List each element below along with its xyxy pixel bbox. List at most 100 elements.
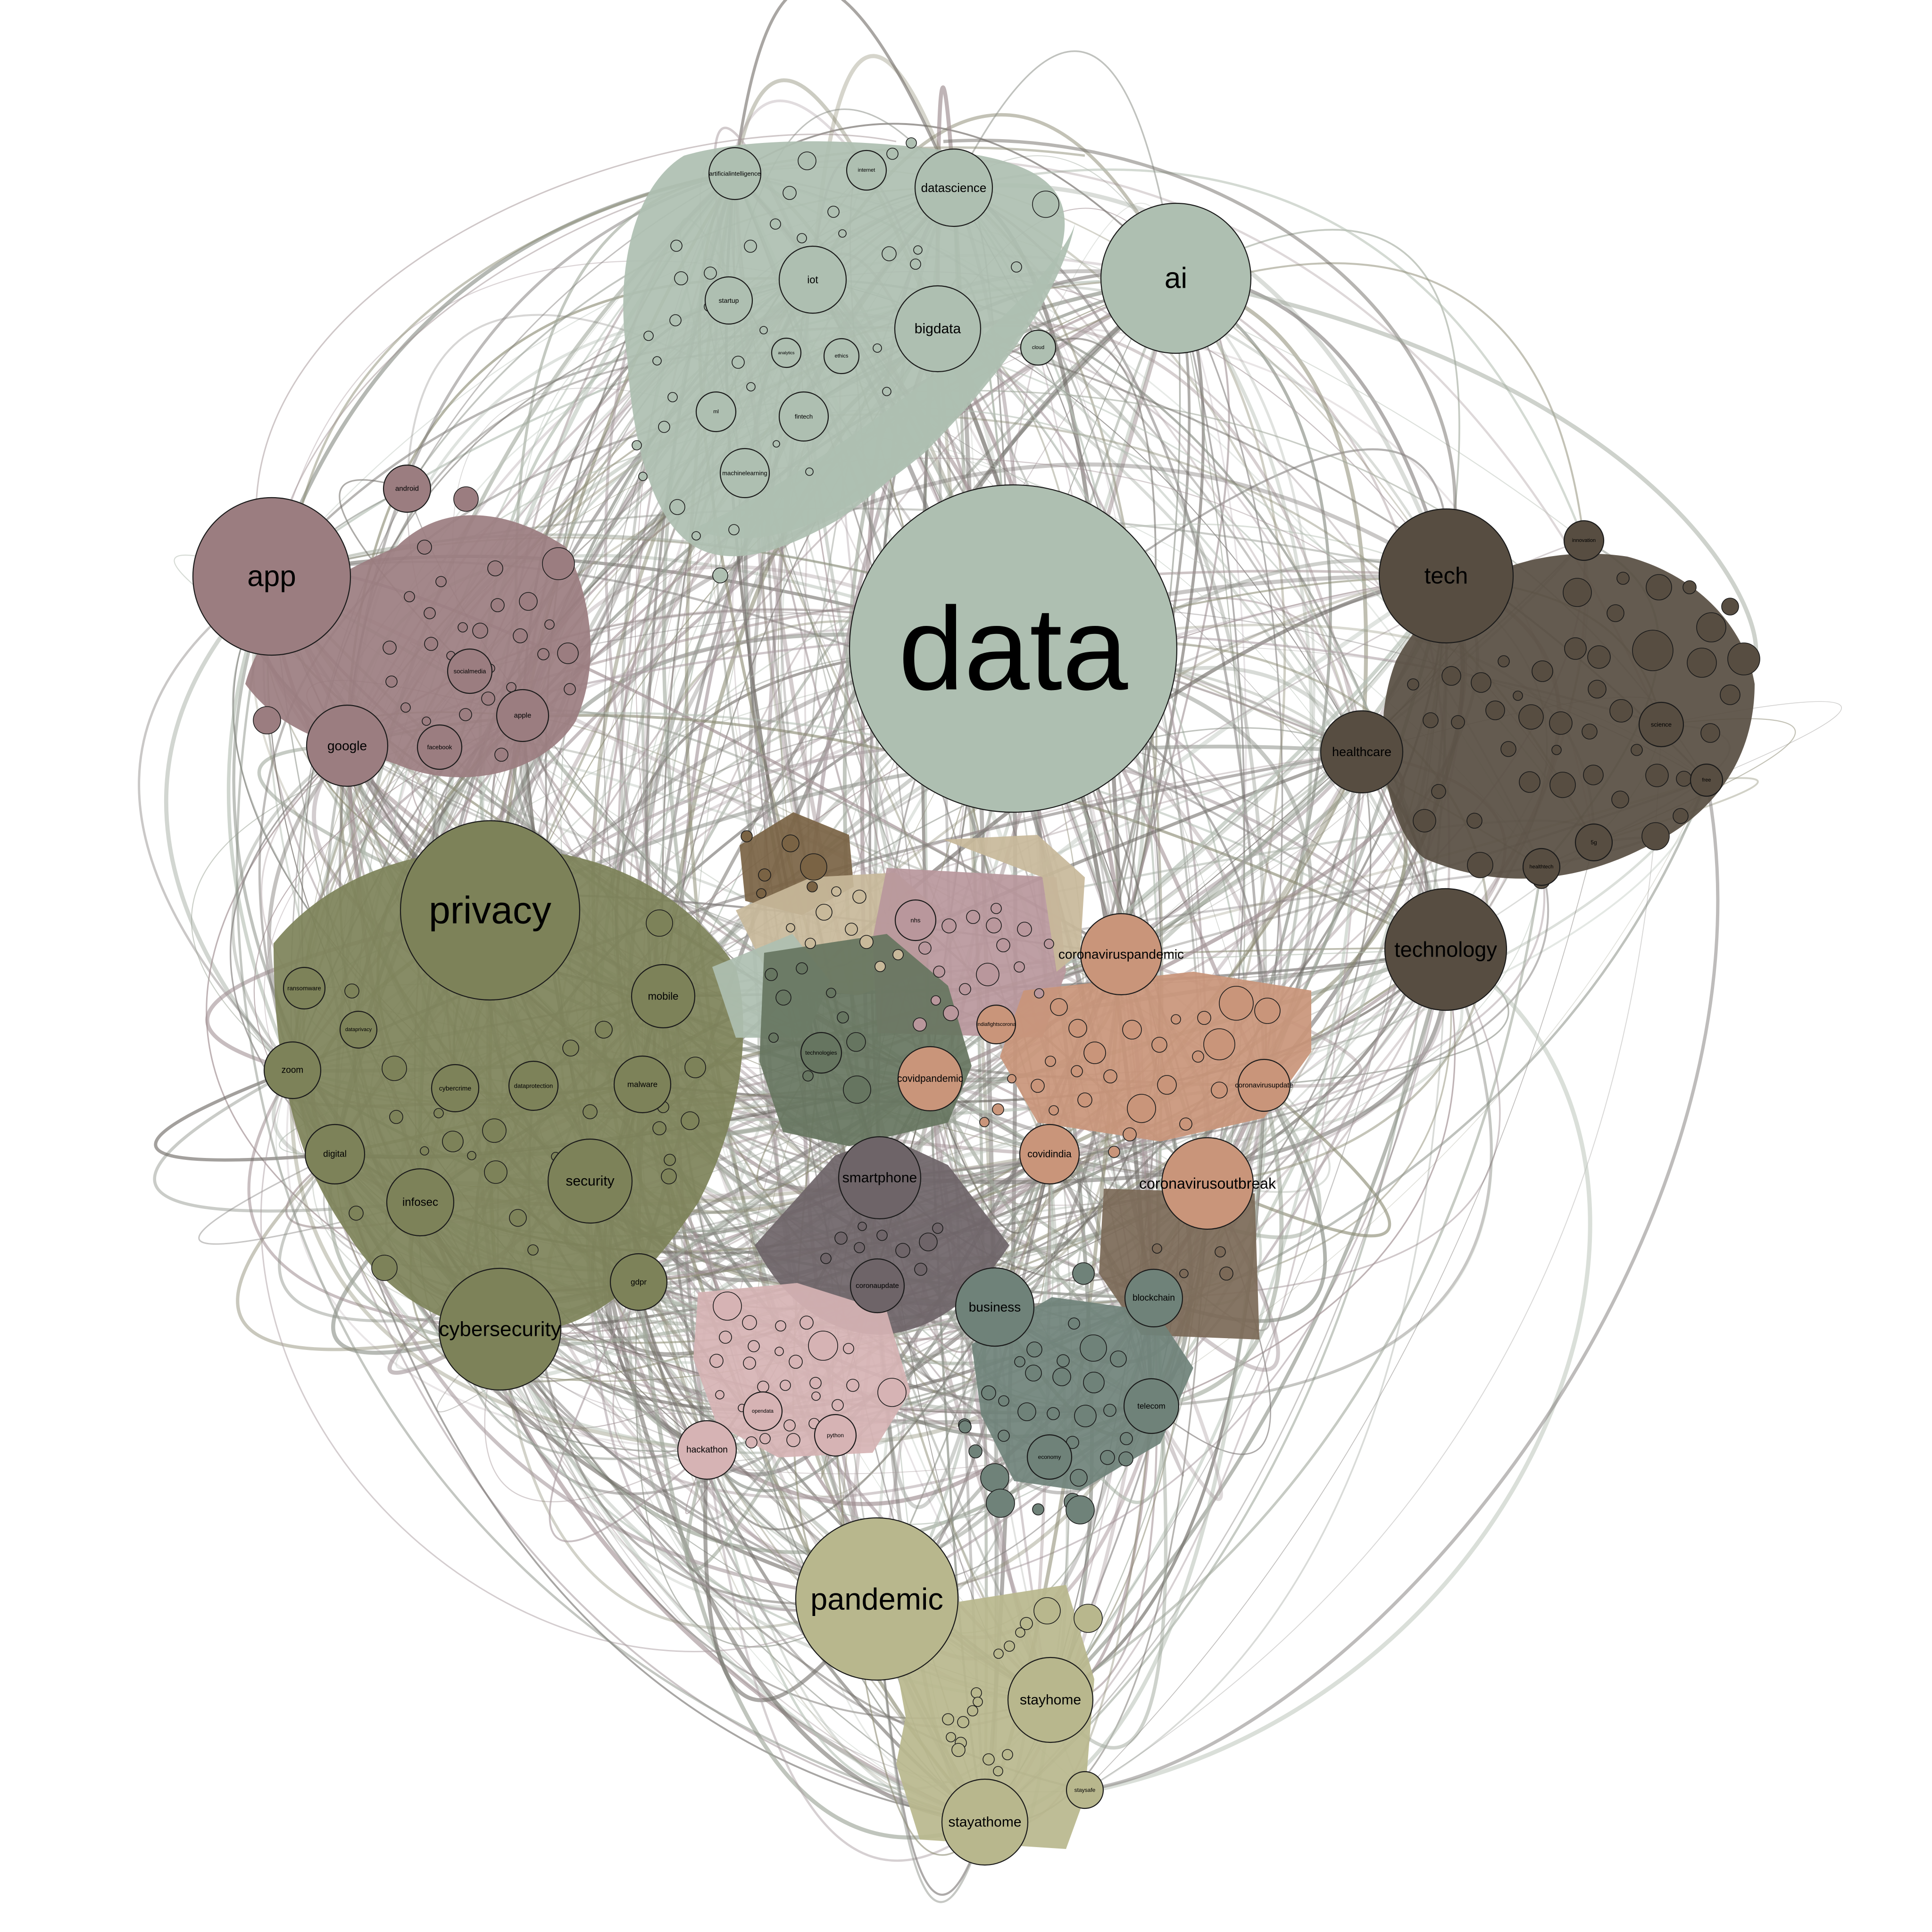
node-ransomware: ransomware xyxy=(283,966,326,1010)
node-label: science xyxy=(1651,721,1672,728)
minor-node xyxy=(472,623,488,639)
node-label: cybersecurity xyxy=(439,1318,561,1341)
minor-node xyxy=(1631,744,1643,756)
node-label: digital xyxy=(323,1149,347,1159)
node-label: socialmedia xyxy=(454,668,486,675)
minor-node xyxy=(979,1117,990,1127)
network-edge xyxy=(1049,751,1364,1701)
node-label: ransomware xyxy=(287,985,321,992)
minor-node xyxy=(371,1255,398,1281)
node-circle xyxy=(914,148,993,227)
minor-node xyxy=(1122,1020,1142,1040)
minor-node xyxy=(986,917,1002,933)
minor-node xyxy=(744,240,757,253)
minor-node xyxy=(1646,574,1672,600)
minor-node xyxy=(1413,809,1436,833)
minor-node xyxy=(1077,1092,1092,1108)
minor-node xyxy=(743,1357,756,1370)
major-node-layer: data ai datascience bigdata iot artificialint… xyxy=(192,147,1724,1866)
node-label: blockchain xyxy=(1133,1293,1175,1303)
node-circle xyxy=(447,648,493,694)
minor-node xyxy=(877,1378,907,1407)
minor-node xyxy=(519,592,538,611)
minor-node xyxy=(1103,1404,1116,1417)
network-edge xyxy=(879,751,1365,1179)
node-label: infosec xyxy=(402,1196,438,1209)
minor-node xyxy=(980,1463,1009,1492)
network-edge xyxy=(1050,954,1158,1702)
minor-node xyxy=(918,941,932,955)
minor-node xyxy=(1563,578,1592,607)
node-circle xyxy=(192,497,351,656)
node-label: fintech xyxy=(795,413,813,420)
minor-node xyxy=(967,1705,978,1716)
minor-node xyxy=(780,1380,791,1391)
node-label: covidindia xyxy=(1027,1149,1072,1160)
node-circle xyxy=(386,1168,455,1237)
minor-node xyxy=(719,1331,732,1344)
minor-node xyxy=(768,1033,779,1043)
node-ethics: ethics xyxy=(823,338,860,375)
node-label: startup xyxy=(719,297,739,304)
network-edge xyxy=(499,1329,878,1631)
minor-node xyxy=(1583,765,1604,785)
network-edge xyxy=(286,1070,708,1451)
minor-node xyxy=(892,949,904,960)
network-edge xyxy=(1049,949,1448,1701)
node-circle xyxy=(416,724,463,770)
minor-node xyxy=(1047,1407,1060,1420)
minor-node xyxy=(886,148,899,160)
minor-node xyxy=(557,642,579,664)
minor-node xyxy=(661,1168,677,1184)
node-circle xyxy=(1124,1268,1183,1328)
node-blockchain: blockchain xyxy=(1124,1268,1183,1328)
node-label: stayhome xyxy=(1020,1692,1081,1708)
node-circle xyxy=(849,484,1178,813)
minor-node xyxy=(1471,672,1491,693)
network-edge xyxy=(1153,949,1501,1299)
minor-node xyxy=(991,903,1002,914)
minor-node xyxy=(1727,642,1760,675)
minor-node xyxy=(832,1399,844,1411)
minor-node xyxy=(1068,1019,1087,1038)
minor-node xyxy=(826,988,836,998)
node-gdpr: gdpr xyxy=(609,1253,668,1311)
minor-node xyxy=(1080,1334,1107,1362)
node-cloud: cloud xyxy=(1020,329,1057,366)
minor-node xyxy=(453,486,479,512)
node-label: ai xyxy=(1165,262,1187,295)
node-coronavirusoutbreak: coronavirusoutbreak xyxy=(1139,1137,1276,1230)
minor-node xyxy=(1587,645,1611,669)
minor-node xyxy=(843,1343,854,1354)
minor-node xyxy=(1607,604,1624,622)
node-facebook: facebook xyxy=(416,724,463,770)
node-circle xyxy=(1080,913,1163,996)
minor-node xyxy=(664,1154,676,1166)
minor-node xyxy=(382,1056,407,1081)
minor-node xyxy=(1118,1451,1133,1466)
minor-node xyxy=(1026,1341,1042,1357)
minor-node xyxy=(537,648,550,660)
node-circle xyxy=(742,1391,783,1432)
network-edge xyxy=(1175,277,1316,1086)
minor-node xyxy=(669,499,685,515)
node-circle xyxy=(1522,848,1561,886)
node-socialmedia: socialmedia xyxy=(447,648,493,694)
node-label: facebook xyxy=(427,744,452,751)
minor-node xyxy=(385,675,398,688)
minor-node xyxy=(562,1040,579,1057)
network-edge xyxy=(1175,229,1460,576)
minor-node xyxy=(1423,712,1439,728)
node-tech: tech xyxy=(1378,508,1514,644)
node-label: python xyxy=(827,1432,844,1439)
minor-node xyxy=(1070,1469,1088,1487)
minor-node xyxy=(874,961,886,972)
node-circle xyxy=(1638,701,1684,748)
network-edge xyxy=(1084,842,1594,1790)
node-label: android xyxy=(395,485,419,493)
minor-node xyxy=(646,909,673,937)
node-circle xyxy=(1237,1058,1291,1112)
minor-node xyxy=(1192,1050,1204,1063)
node-business: business xyxy=(955,1267,1035,1347)
minor-node xyxy=(1034,988,1044,999)
